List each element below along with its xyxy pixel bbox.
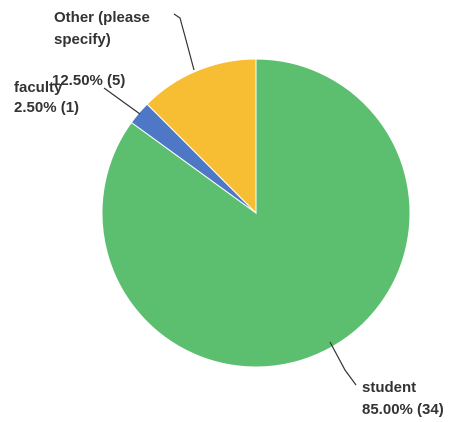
other-category-label-line1: Other (please: [54, 9, 150, 26]
student-value-label: 85.00% (34): [362, 401, 444, 418]
student-category-label: student: [362, 379, 416, 396]
pie-slices: [101, 58, 411, 368]
other-category-label-line2: specify): [54, 31, 111, 48]
student-leader-line: [329, 341, 357, 386]
other-value-label: 12.50% (5): [52, 72, 125, 89]
faculty-category-label: faculty: [14, 79, 63, 96]
pie-slice-other: [146, 58, 257, 215]
faculty-leader-line: [103, 87, 141, 115]
faculty-value-label: 2.50% (1): [14, 99, 79, 116]
other-leader-line: [173, 13, 195, 71]
